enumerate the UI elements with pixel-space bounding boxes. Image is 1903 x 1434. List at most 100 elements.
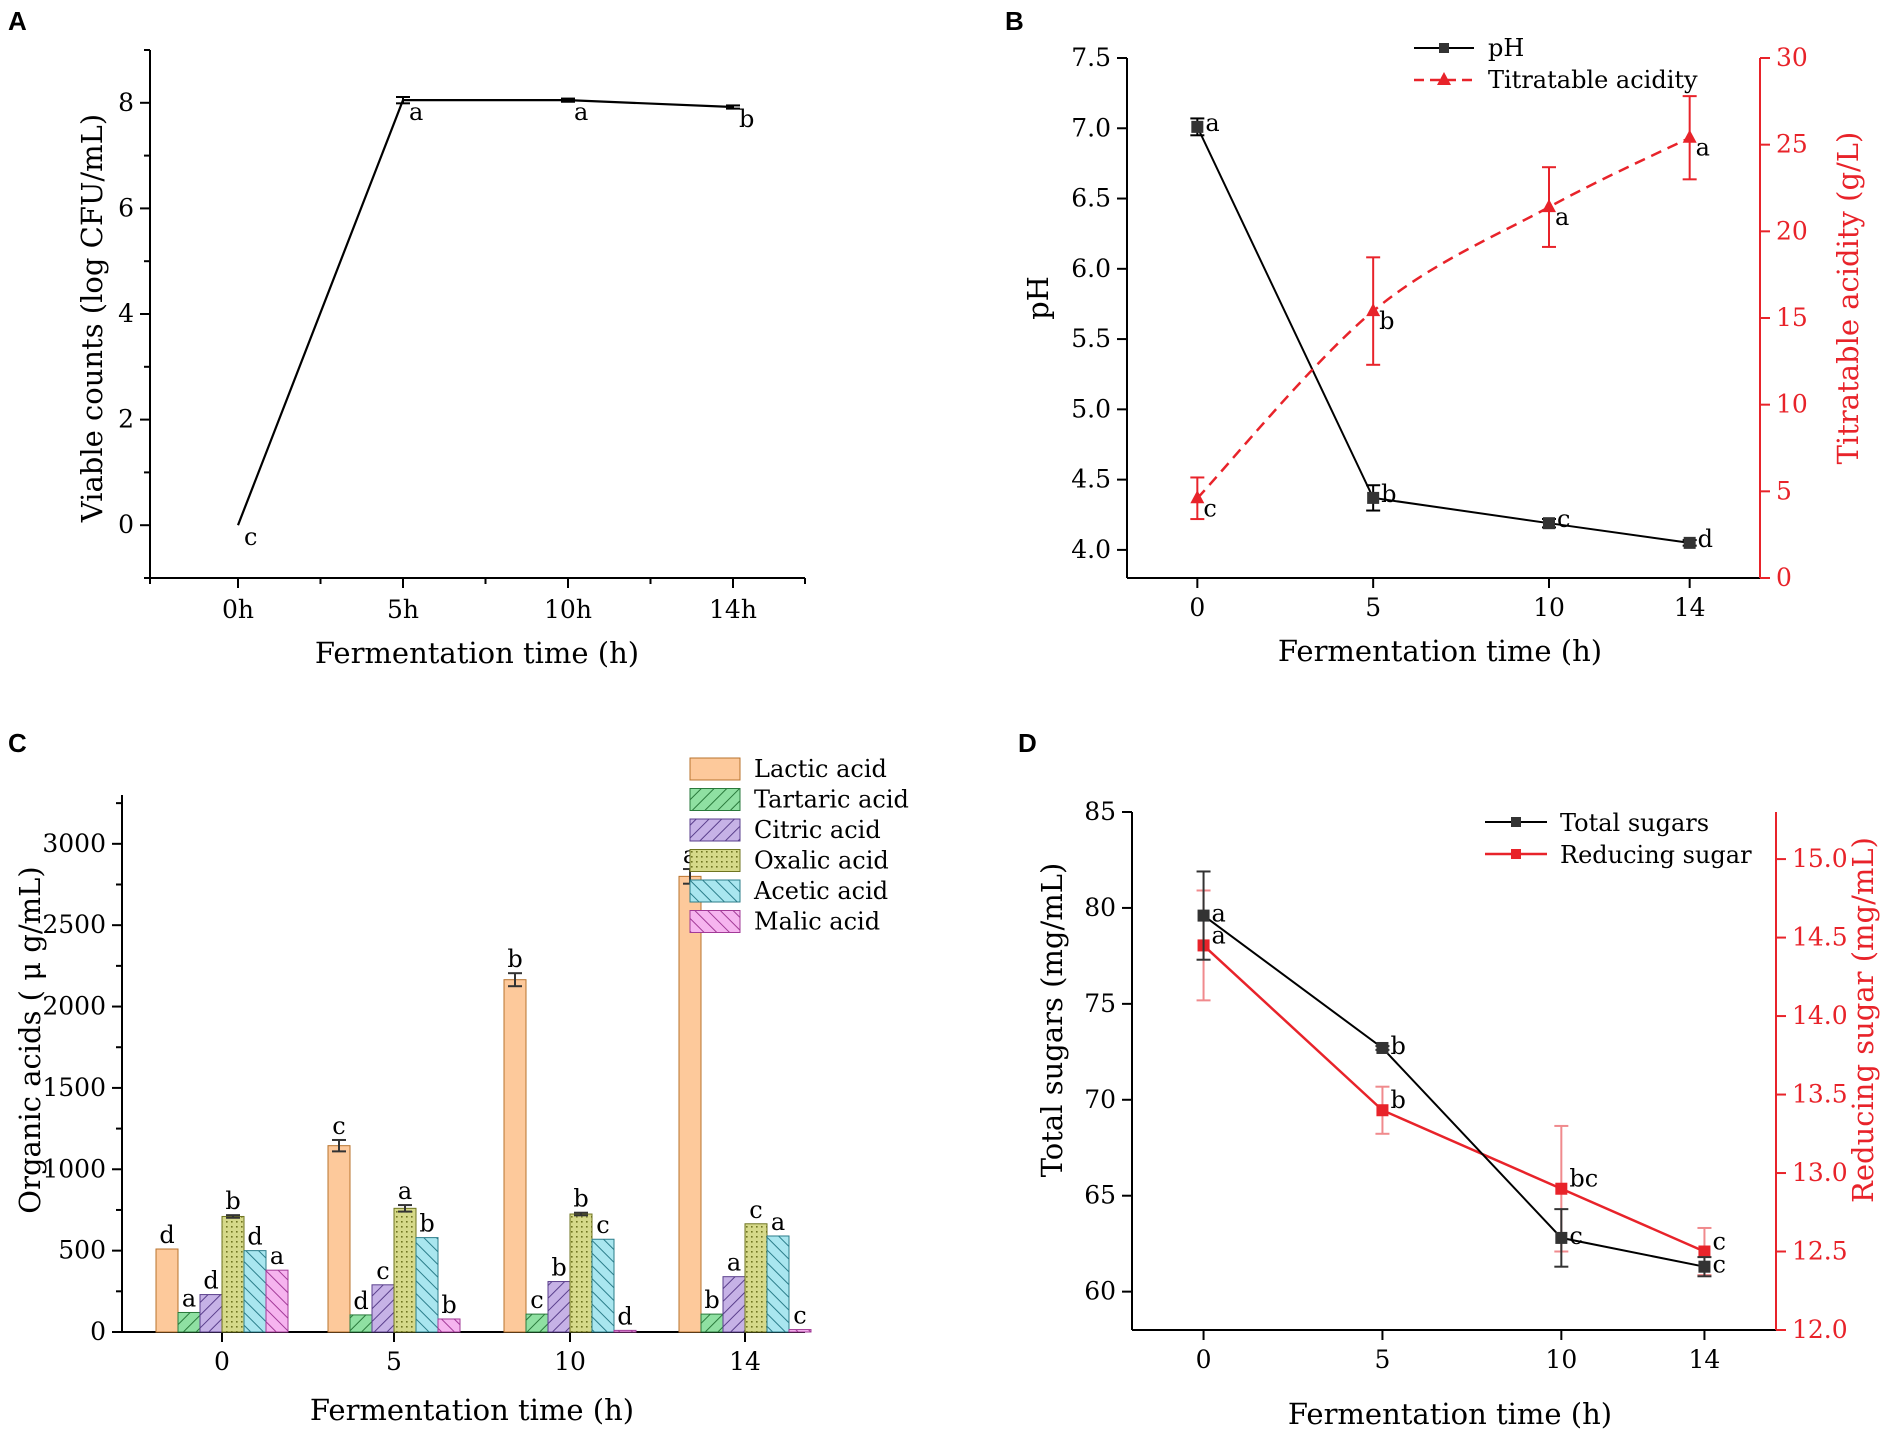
panel-d-ytick-label: 75 [1084, 989, 1116, 1018]
panel-a-xtick-label: 14h [709, 595, 757, 624]
panel-b-series: a b c d c b a a [1190, 95, 1713, 553]
panel-d-ytick-label: 70 [1084, 1085, 1116, 1114]
panel-c-sig-letter: c [530, 1286, 543, 1314]
panel-b-ph-sig-letter: a [1205, 109, 1219, 137]
panel-b-y2tick-label: 20 [1776, 216, 1808, 245]
panel-c-ylabel: Organic acids ( μ g/mL) [13, 866, 47, 1213]
panel-c-sig-letter: d [159, 1221, 174, 1249]
panel-d-legend: Total sugars Reducing sugar [1485, 809, 1752, 869]
panel-b-ta-line [1196, 136, 1691, 500]
panel-c-sig-letter: b [573, 1185, 588, 1213]
panel-b-y2tick-label: 0 [1776, 563, 1792, 592]
panel-c-xtick-label: 14 [729, 1347, 761, 1376]
panel-b-ta-sig-letter: b [1379, 307, 1394, 335]
panel-b-ph-marker [1191, 120, 1204, 133]
panel-d-total-sugars-line [1202, 914, 1705, 1268]
panel-b-y2tick-label: 10 [1776, 390, 1808, 419]
panel-b-ta-marker [1190, 490, 1205, 504]
legend-label-malic-acid: Malic acid [754, 908, 880, 936]
panel-c-bars: dcbaadcbdcbababcdbcaabdc [155, 841, 812, 1333]
panel-d-reducing-sugar-sig-letter: bc [1569, 1165, 1598, 1193]
legend-swatch-acetic-acid [689, 879, 741, 903]
panel-c-xtick-label: 0 [214, 1347, 230, 1376]
panel-c-bar [700, 1313, 724, 1333]
panel-b-ytick-label: 7.5 [1071, 43, 1111, 72]
legend-swatch-lactic-acid [689, 757, 741, 781]
legend-swatch-citric-acid [689, 818, 741, 842]
panel-d-xtick-label: 10 [1545, 1345, 1577, 1374]
panel-c-sig-letter: d [203, 1267, 218, 1295]
panel-d-total-sugars-sig-letter: a [1212, 900, 1226, 928]
panel-d-reducing-sugar-marker [1698, 1245, 1711, 1258]
panel-c-ytick-label: 3000 [42, 829, 106, 858]
panel-c-sig-letter: b [551, 1254, 566, 1282]
panel-c-bar [155, 1248, 179, 1333]
panel-d-reducing-sugar-sig-letter: c [1712, 1228, 1725, 1256]
panel-c-ytick-label: 1500 [42, 1073, 106, 1102]
panel-c-ytick-label: 0 [90, 1317, 106, 1346]
panel-a-sig-letter: a [409, 98, 423, 126]
panel-b-ph-line [1196, 126, 1690, 544]
panel-c-sig-letter: a [771, 1208, 785, 1236]
legend-label-acetic-acid: Acetic acid [753, 877, 888, 905]
panel-c-ytick-label: 2000 [42, 992, 106, 1021]
panel-b-ytick-label: 7.0 [1071, 113, 1111, 142]
panel-d-y2tick-label: 13.0 [1792, 1158, 1848, 1187]
panel-d-reducing-sugar-marker [1555, 1182, 1568, 1195]
panel-a-xtick-label: 10h [544, 595, 592, 624]
panel-d-total-sugars-marker [1698, 1260, 1711, 1273]
panel-c-bar [569, 1213, 593, 1333]
panel-b-ta-sig-letter: a [1696, 134, 1710, 162]
panel-b-y2tick-label: 30 [1776, 43, 1808, 72]
panel-c-bar [371, 1284, 395, 1333]
panel-c-bar [591, 1238, 615, 1333]
panel-b-ta-sig-letter: a [1555, 203, 1569, 231]
panel-c-bar [243, 1250, 267, 1333]
panel-d-ticks: 60 65 70 75 80 85 12.0 12.5 13.0 13.5 14.0 14.5 15.0… [1084, 797, 1847, 1374]
legend-reducing-sugar-marker [1511, 849, 1521, 859]
panel-a-ytick-label: 8 [118, 88, 134, 117]
panel-c-bar [744, 1223, 768, 1333]
panel-a-ylabel: Viable counts (log CFU/mL) [75, 114, 109, 523]
panel-c-bar [415, 1237, 439, 1333]
panel-c-sig-letter: c [332, 1112, 345, 1140]
panel-b-ph-sig-letter: b [1381, 480, 1396, 508]
panel-a-sig-letter: c [244, 523, 257, 551]
panel-d-axes [1131, 812, 1777, 1331]
panel-d-total-sugars-marker [1197, 909, 1210, 922]
panel-b-y2tick-label: 5 [1776, 476, 1792, 505]
panel-d-y2tick-label: 14.5 [1792, 923, 1848, 952]
panel-d-ytick-label: 65 [1084, 1181, 1116, 1210]
panel-d-total-sugars-sig-letter: c [1569, 1222, 1582, 1250]
panel-c-sig-letter: b [507, 945, 522, 973]
panel-c-sig-letter: a [270, 1242, 284, 1270]
panel-b-ta-marker [1682, 129, 1697, 143]
panel-c-ytick-label: 500 [58, 1236, 106, 1265]
panel-b-xtick-label: 10 [1533, 593, 1565, 622]
panel-b-ph-sig-letter: c [1557, 505, 1570, 533]
panel-d-sugars-chart: 60 65 70 75 80 85 12.0 12.5 13.0 13.5 14.0 14.5 15.0… [1035, 797, 1880, 1431]
panel-b-ta-marker [1366, 303, 1381, 317]
panel-d-ytick-label: 85 [1084, 797, 1116, 826]
panel-d-xlabel: Fermentation time (h) [1288, 1397, 1612, 1431]
panel-c-bar [766, 1235, 790, 1333]
panel-label-c: C [8, 728, 27, 758]
panel-b-xtick-label: 5 [1365, 593, 1381, 622]
panel-b-xtick-label: 0 [1189, 593, 1205, 622]
panel-c-sig-letter: a [727, 1249, 741, 1277]
panel-d-xtick-label: 14 [1689, 1345, 1721, 1374]
legend-swatch-malic-acid [689, 910, 741, 933]
panel-c-bar [349, 1314, 373, 1333]
panel-b-axes [1126, 58, 1761, 579]
panel-c-sig-letter: b [419, 1210, 434, 1238]
panel-d-y2tick-label: 12.0 [1792, 1315, 1848, 1344]
legend-ph-label: pH [1488, 34, 1524, 62]
panel-d-y2tick-label: 12.5 [1792, 1237, 1848, 1266]
panel-c-sig-letter: b [441, 1291, 456, 1319]
panel-b-xlabel: Fermentation time (h) [1278, 634, 1602, 668]
panel-b-ytick-label: 4.0 [1071, 535, 1111, 564]
panel-label-d: D [1018, 728, 1037, 758]
panel-c-ytick-label: 2500 [42, 910, 106, 939]
